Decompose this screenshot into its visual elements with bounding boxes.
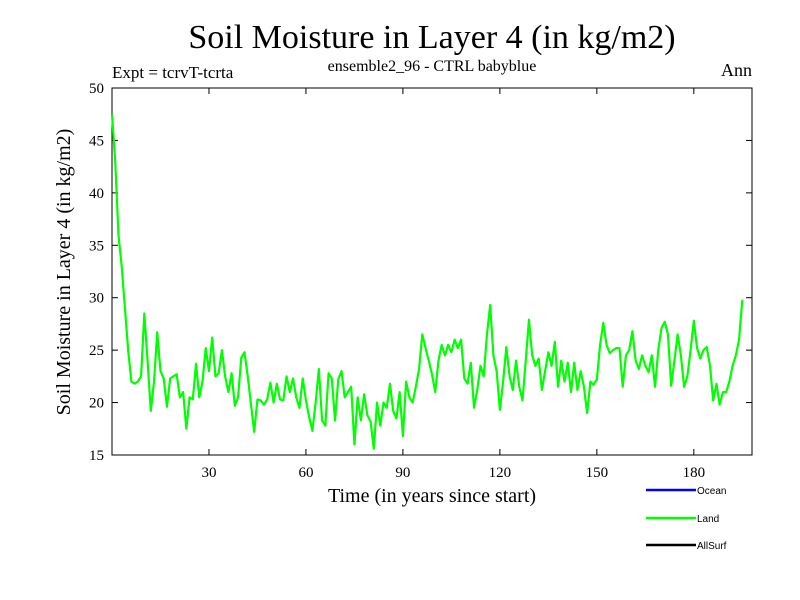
chart-subtitle: ensemble2_96 - CTRL babyblue (328, 58, 537, 75)
chart-title: Soil Moisture in Layer 4 (in kg/m2) (188, 19, 675, 56)
legend-label-ocean: Ocean (697, 486, 726, 497)
legend-label-allsurf: AllSurf (697, 541, 727, 552)
season-label: Ann (721, 60, 752, 80)
x-tick-label: 120 (489, 465, 512, 481)
y-axis-label: Soil Moisture in Layer 4 (in kg/m2) (53, 129, 75, 416)
y-axis-ticks: 15 20 25 30 35 40 45 50 (89, 81, 752, 464)
x-tick-label: 90 (395, 465, 410, 481)
experiment-label: Expt = tcrvT-tcrta (112, 63, 234, 82)
legend: Ocean Land AllSurf (646, 486, 727, 552)
y-tick-label: 40 (89, 186, 104, 202)
y-tick-label: 25 (89, 343, 104, 359)
y-tick-label: 15 (89, 448, 104, 464)
plot-frame (111, 87, 753, 456)
x-tick-label: 60 (298, 465, 313, 481)
x-tick-label: 180 (683, 465, 706, 481)
y-tick-label: 30 (89, 291, 104, 307)
y-tick-label: 45 (89, 133, 104, 149)
x-tick-label: 30 (201, 465, 216, 481)
y-tick-label: 35 (89, 238, 104, 254)
series-line-land (110, 114, 744, 450)
x-axis-ticks: 30 60 90 120 150 180 (201, 88, 705, 481)
y-tick-label: 50 (89, 81, 104, 97)
y-tick-label: 20 (89, 396, 104, 412)
x-axis-label: Time (in years since start) (328, 485, 536, 507)
series-layer (110, 114, 744, 450)
x-tick-label: 150 (586, 465, 609, 481)
legend-label-land: Land (697, 514, 719, 525)
